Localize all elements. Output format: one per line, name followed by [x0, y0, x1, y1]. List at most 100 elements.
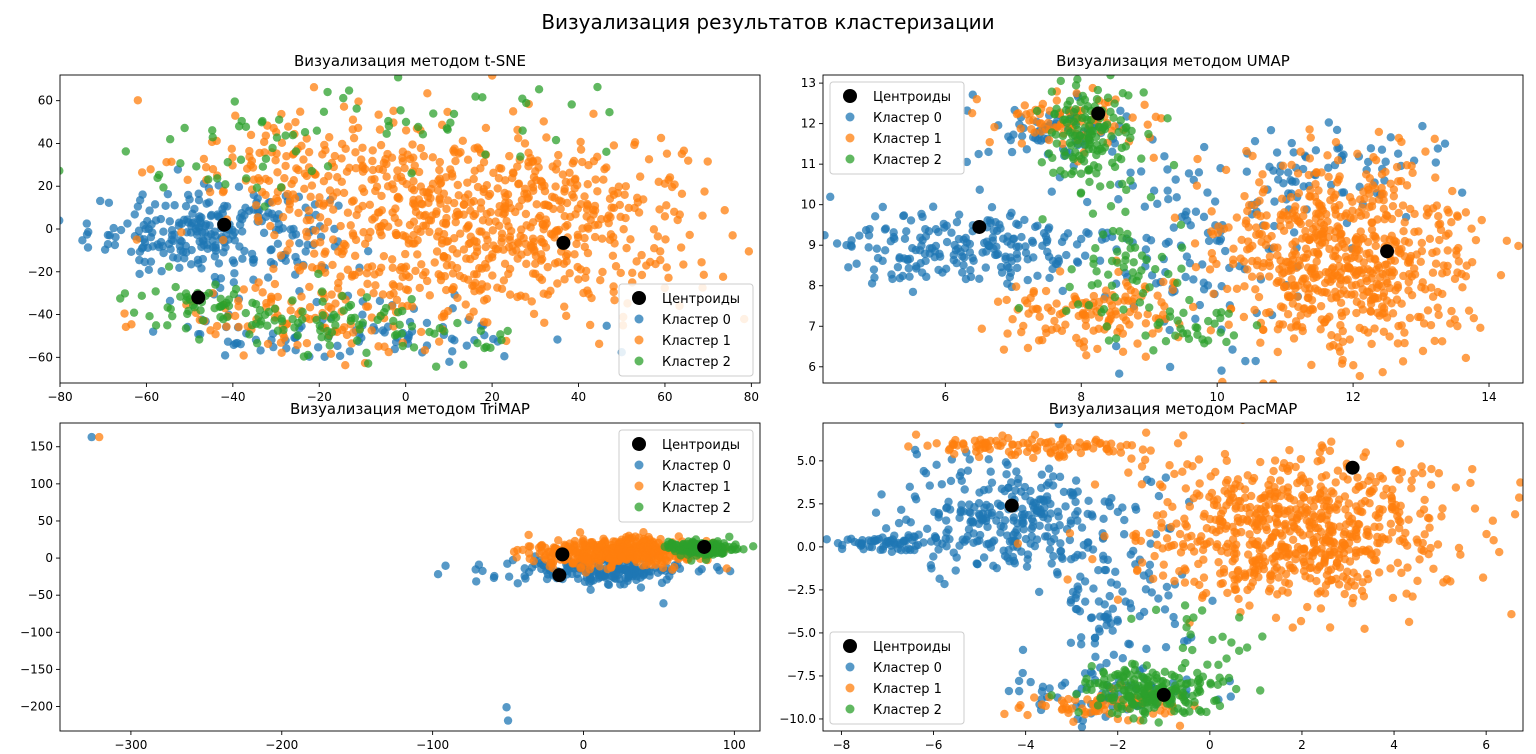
- cluster-1-point: [647, 560, 656, 570]
- cluster-1-point: [1037, 127, 1046, 136]
- cluster-1-point: [1245, 244, 1254, 253]
- cluster-0-point: [375, 296, 385, 306]
- cluster-0-point: [194, 189, 203, 198]
- legend-cluster-2-marker: [634, 502, 644, 512]
- cluster-1-point: [541, 243, 551, 252]
- cluster-0-point: [1033, 136, 1043, 145]
- cluster-2-point: [1050, 109, 1059, 119]
- cluster-1-point: [1368, 218, 1377, 227]
- cluster-1-point: [1239, 312, 1249, 322]
- cluster-2-point: [204, 175, 213, 184]
- cluster-1-point: [504, 222, 513, 231]
- cluster-0-point: [928, 202, 938, 211]
- cluster-1-point: [554, 536, 563, 545]
- cluster-1-point: [1423, 306, 1433, 315]
- cluster-1-point: [1078, 308, 1088, 318]
- cluster-2-point: [1141, 331, 1150, 340]
- cluster-1-point: [1312, 167, 1321, 177]
- cluster-0-point: [1226, 692, 1235, 701]
- legend-centroid-marker: [632, 437, 646, 451]
- cluster-1-point: [583, 555, 593, 564]
- y-tick-label: 150: [30, 440, 53, 454]
- cluster-2-point: [1145, 283, 1154, 292]
- cluster-1-point: [304, 147, 314, 157]
- subplot-1: Визуализация методом t-SNE−80 −60 −40 −20 0 2…: [28, 52, 761, 404]
- cluster-0-point: [908, 243, 917, 253]
- cluster-2-point: [1078, 91, 1087, 101]
- cluster-0-point: [1005, 272, 1015, 282]
- cluster-1-point: [263, 339, 273, 349]
- cluster-0-point: [1046, 509, 1055, 518]
- cluster-0-point: [1062, 250, 1071, 260]
- cluster-0-point: [211, 243, 221, 252]
- figure-title: Визуализация результатов кластеризации: [541, 10, 995, 34]
- cluster-1-point: [1356, 235, 1366, 244]
- cluster-1-point: [479, 187, 488, 197]
- cluster-2-point: [382, 129, 391, 138]
- cluster-2-point: [1128, 268, 1138, 277]
- cluster-2-point: [1126, 176, 1135, 185]
- cluster-0-point: [291, 230, 301, 239]
- cluster-1-point: [524, 530, 533, 540]
- cluster-0-point: [513, 579, 522, 588]
- cluster-1-point: [1400, 328, 1409, 337]
- cluster-2-point: [1092, 95, 1102, 104]
- cluster-1-point: [211, 330, 220, 339]
- cluster-0-point: [1111, 342, 1121, 351]
- cluster-1-point: [1393, 339, 1403, 348]
- cluster-2-point: [1151, 264, 1160, 274]
- cluster-1-point: [607, 203, 616, 212]
- cluster-2-point: [1032, 106, 1042, 116]
- cluster-2-point: [1038, 215, 1047, 224]
- cluster-0-point: [151, 216, 161, 225]
- cluster-1-point: [1322, 288, 1332, 298]
- cluster-1-point: [403, 150, 412, 159]
- cluster-0-point: [333, 341, 342, 351]
- cluster-0-point: [214, 259, 224, 268]
- cluster-0-point: [1191, 207, 1201, 216]
- cluster-1-point: [1370, 324, 1379, 333]
- cluster-1-point: [572, 547, 581, 556]
- cluster-1-point: [1291, 237, 1300, 246]
- cluster-1-point: [1428, 268, 1438, 277]
- cluster-0-point: [847, 242, 856, 251]
- cluster-1-point: [632, 557, 641, 567]
- cluster-2-point: [496, 330, 505, 339]
- cluster-2-point: [331, 321, 340, 330]
- cluster-0-point: [159, 227, 168, 236]
- cluster-0-point: [1079, 540, 1089, 550]
- cluster-1-point: [458, 136, 468, 145]
- cluster-1-point: [408, 140, 417, 149]
- cluster-1-point: [535, 211, 545, 221]
- cluster-1-point: [1447, 306, 1456, 316]
- cluster-1-point: [1123, 296, 1133, 305]
- cluster-2-point: [1173, 278, 1182, 288]
- cluster-1-point: [1302, 516, 1312, 525]
- cluster-2-point: [1052, 139, 1061, 148]
- cluster-0-point: [855, 231, 864, 240]
- cluster-2-point: [1099, 304, 1109, 314]
- cluster-0-point: [1151, 530, 1161, 539]
- cluster-1-point: [1425, 234, 1435, 243]
- cluster-0-point: [838, 540, 847, 550]
- cluster-1-point: [337, 177, 347, 186]
- cluster-0-point: [1269, 166, 1278, 175]
- cluster-0-point: [502, 703, 511, 712]
- cluster-1-point: [1352, 297, 1362, 306]
- centroid-marker: [217, 217, 232, 232]
- cluster-1-point: [1386, 564, 1395, 573]
- cluster-1-point: [1309, 247, 1318, 257]
- cluster-1-point: [576, 137, 585, 147]
- cluster-1-point: [285, 200, 294, 209]
- cluster-2-point: [1051, 130, 1061, 139]
- cluster-2-point: [317, 287, 327, 296]
- cluster-0-point: [999, 546, 1008, 555]
- cluster-1-point: [1052, 96, 1062, 105]
- cluster-1-point: [495, 201, 504, 211]
- cluster-0-point: [1057, 681, 1067, 690]
- cluster-1-point: [1398, 357, 1408, 366]
- cluster-1-point: [1287, 160, 1296, 170]
- cluster-0-point: [230, 236, 239, 245]
- cluster-2-point: [163, 303, 172, 312]
